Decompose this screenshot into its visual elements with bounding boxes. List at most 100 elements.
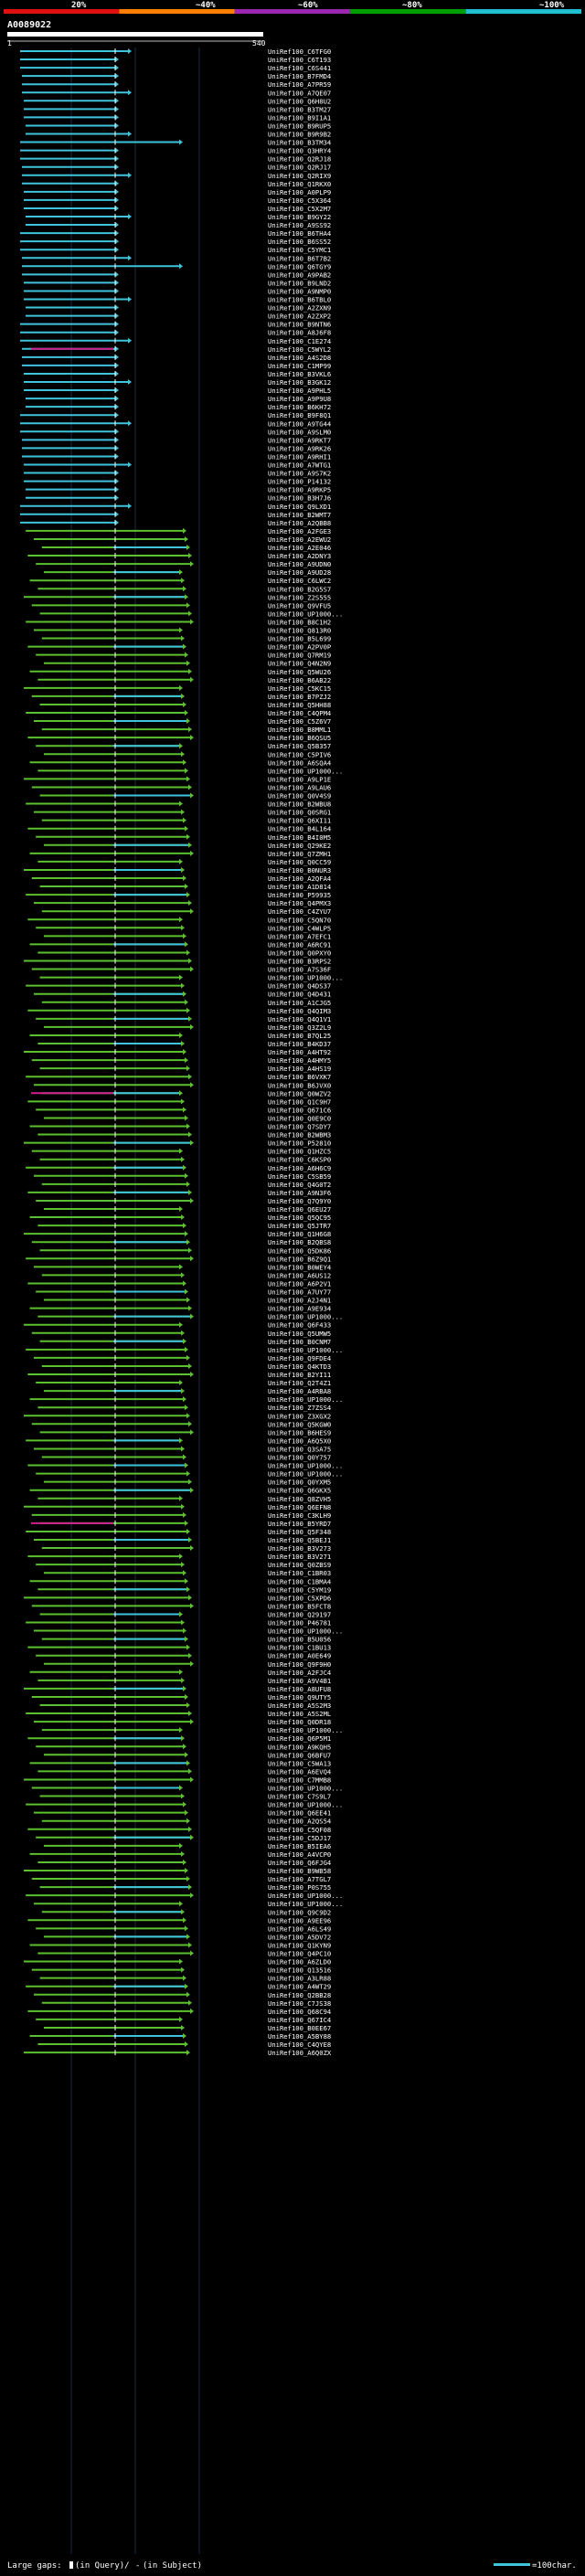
hit-label[interactable]: UniRef100_B3TM27 [268,105,331,113]
hit-row[interactable]: UniRef100_Q1C9H7 [27,1097,331,1106]
hit-row[interactable]: UniRef100_Q5HH88 [39,701,332,709]
hit-row[interactable]: UniRef100_B6Z9Q1 [26,1255,331,1263]
hit-label[interactable]: UniRef100_A9KQH5 [268,1743,331,1751]
hit-label[interactable]: UniRef100_Q7RM19 [268,652,331,660]
hit-row[interactable]: UniRef100_Z3XGX2 [24,1412,331,1420]
hit-row[interactable]: UniRef100_A9RK26 [22,444,331,452]
hit-row[interactable]: UniRef100_B2G5S7 [37,585,331,593]
hit-label[interactable]: UniRef100_Q29KE2 [268,842,331,850]
hit-row[interactable]: UniRef100_C7JS38 [41,1999,331,2008]
hit-row[interactable]: UniRef100_A9RKT7 [22,436,331,444]
hit-row[interactable]: UniRef100_Q5DK86 [39,1246,332,1255]
hit-label[interactable]: UniRef100_Q7SDY7 [268,1123,331,1131]
hit-label[interactable]: UniRef100_C6TFG0 [268,48,331,56]
hit-row[interactable]: UniRef100_C1MP99 [22,362,331,370]
hit-label[interactable]: UniRef100_C5SB59 [268,1172,331,1181]
hit-label[interactable]: UniRef100_C6T193 [268,56,331,64]
hit-row[interactable]: UniRef100_Q9C9D2 [41,1908,331,1916]
hit-label[interactable]: UniRef100_A7WTG1 [268,461,331,470]
hit-row[interactable]: UniRef100_Q813R0 [34,627,331,635]
hit-label[interactable]: UniRef100_Q5KGW0 [268,1420,331,1428]
hit-label[interactable]: UniRef100_Q6EU27 [268,1205,331,1214]
hit-row[interactable]: UniRef100_A9UDN0 [36,560,331,568]
hit-row[interactable]: UniRef100_A6H6C9 [26,1164,331,1172]
hit-row[interactable]: UniRef100_Q6EU27 [44,1205,331,1214]
hit-label[interactable]: UniRef100_A9LP1E [268,775,331,783]
hit-label[interactable]: UniRef100_B9RUP5 [268,122,331,130]
hit-row[interactable]: UniRef100_A7PR59 [22,80,331,89]
hit-label[interactable]: UniRef100_A9UD28 [268,568,331,577]
hit-row[interactable]: UniRef100_A4WT29 [26,1983,331,1991]
hit-row[interactable]: UniRef100_Q671C6 [36,1106,331,1114]
hit-row[interactable]: UniRef100_A6Q0ZX [24,2049,332,2057]
hit-row[interactable]: UniRef100_Q6GKX5 [29,1487,332,1495]
hit-label[interactable]: UniRef100_A8UFU8 [268,1685,331,1693]
hit-label[interactable]: UniRef100_B6KH72 [268,403,331,411]
hit-label[interactable]: UniRef100_Q6GKX5 [268,1487,331,1495]
hit-row[interactable]: UniRef100_C1BR03 [44,1569,331,1577]
hit-row[interactable]: UniRef100_Q5KGW0 [31,1420,331,1428]
hit-label[interactable]: UniRef100_B3V273 [268,1544,331,1553]
hit-label[interactable]: UniRef100_B6JVX0 [268,1081,331,1089]
hit-row[interactable]: UniRef100_A7S36F [31,966,331,974]
hit-row[interactable]: UniRef100_A4HS19 [39,1065,332,1073]
hit-row[interactable]: UniRef100_B7FMD4 [22,72,331,80]
hit-row[interactable]: UniRef100_P46781 [26,1619,331,1627]
hit-label[interactable]: UniRef100_A9NMP0 [268,287,331,295]
hit-label[interactable]: UniRef100_A3LR88 [268,1975,331,1983]
hit-row[interactable]: UniRef100_C5Z6V7 [34,717,331,726]
hit-label[interactable]: UniRef100_A2ZXN9 [268,304,331,313]
hit-label[interactable]: UniRef100_Q5B357 [268,742,331,750]
hit-label[interactable]: UniRef100_Q2T4Z1 [268,1379,331,1387]
hit-row[interactable]: UniRef100_A3LR88 [39,1975,332,1983]
hit-label[interactable]: UniRef100_A4WT29 [268,1983,331,1991]
hit-label[interactable]: UniRef100_Q3Z2L9 [268,1023,331,1032]
hit-row[interactable]: UniRef100_Q5BEJ1 [34,1536,331,1544]
hit-label[interactable]: UniRef100_C5KC15 [268,684,331,693]
hit-label[interactable]: UniRef100_UP1000... [268,1900,343,1908]
hit-row[interactable]: UniRef100_Q2RJ18 [20,155,331,164]
hit-label[interactable]: UniRef100_Q4PC10 [268,1950,331,1958]
hit-label[interactable]: UniRef100_A5DV72 [268,1933,331,1941]
hit-row[interactable]: UniRef100_Q0V4S9 [39,792,332,800]
hit-label[interactable]: UniRef100_A7EFC1 [268,932,331,940]
hit-row[interactable]: UniRef100_A9N3F6 [27,1189,331,1197]
hit-label[interactable]: UniRef100_Q8ZVH5 [268,1495,331,1503]
hit-row[interactable]: UniRef100_Q4D431 [34,991,331,999]
hit-row[interactable]: UniRef100_B7PZJ2 [31,693,331,701]
hit-row[interactable]: UniRef100_Q1HZC5 [31,1148,331,1156]
hit-row[interactable]: UniRef100_Q0CC59 [37,858,331,866]
hit-row[interactable]: UniRef100_C5WYL2 [22,345,331,354]
hit-label[interactable]: UniRef100_Q7ZMH1 [268,850,331,858]
hit-label[interactable]: UniRef100_A6ZLD0 [268,1958,331,1966]
hit-row[interactable]: UniRef100_A7QE07 [22,89,331,97]
hit-label[interactable]: UniRef100_B4I0M5 [268,833,331,842]
hit-row[interactable]: UniRef100_C3KLH9 [31,1511,331,1520]
hit-label[interactable]: UniRef100_Q5DK86 [268,1246,331,1255]
hit-label[interactable]: UniRef100_B9NTN6 [268,321,331,329]
hit-row[interactable]: UniRef100_Q5F348 [26,1528,331,1536]
hit-label[interactable]: UniRef100_B3H7J6 [268,494,331,503]
hit-label[interactable]: UniRef100_B6AB22 [268,676,331,684]
hit-row[interactable]: UniRef100_B5IEA6 [44,1842,331,1850]
hit-label[interactable]: UniRef100_C6KSP0 [268,1156,331,1164]
hit-label[interactable]: UniRef100_B3V271 [268,1553,331,1561]
hit-label[interactable]: UniRef100_B9R9B2 [268,131,331,139]
hit-row[interactable]: UniRef100_UP1000... [31,1785,343,1793]
hit-label[interactable]: UniRef100_Q5BEJ1 [268,1536,331,1544]
hit-label[interactable]: UniRef100_A4HMY5 [268,1056,331,1065]
hit-label[interactable]: UniRef100_UP1000... [268,1346,343,1354]
hit-label[interactable]: UniRef100_A2PV0P [268,643,331,652]
hit-label[interactable]: UniRef100_B7QL25 [268,1032,331,1040]
hit-row[interactable]: UniRef100_Q4KTD3 [41,1362,331,1371]
hit-row[interactable]: UniRef100_UP1000... [37,767,343,775]
hit-row[interactable]: UniRef100_A2ZXN9 [26,304,331,313]
hit-row[interactable]: UniRef100_Q0PXY0 [37,949,331,957]
hit-row[interactable]: UniRef100_B3RPS2 [24,958,331,966]
hit-row[interactable]: UniRef100_C7MMB8 [24,1776,331,1784]
hit-label[interactable]: UniRef100_B9LND2 [268,279,331,287]
hit-label[interactable]: UniRef100_B0EE67 [268,2024,331,2032]
hit-label[interactable]: UniRef100_C5YM19 [268,1585,331,1594]
hit-label[interactable]: UniRef100_B9WB58 [268,1867,331,1875]
hit-row[interactable]: UniRef100_A5S2ML [26,1710,331,1718]
